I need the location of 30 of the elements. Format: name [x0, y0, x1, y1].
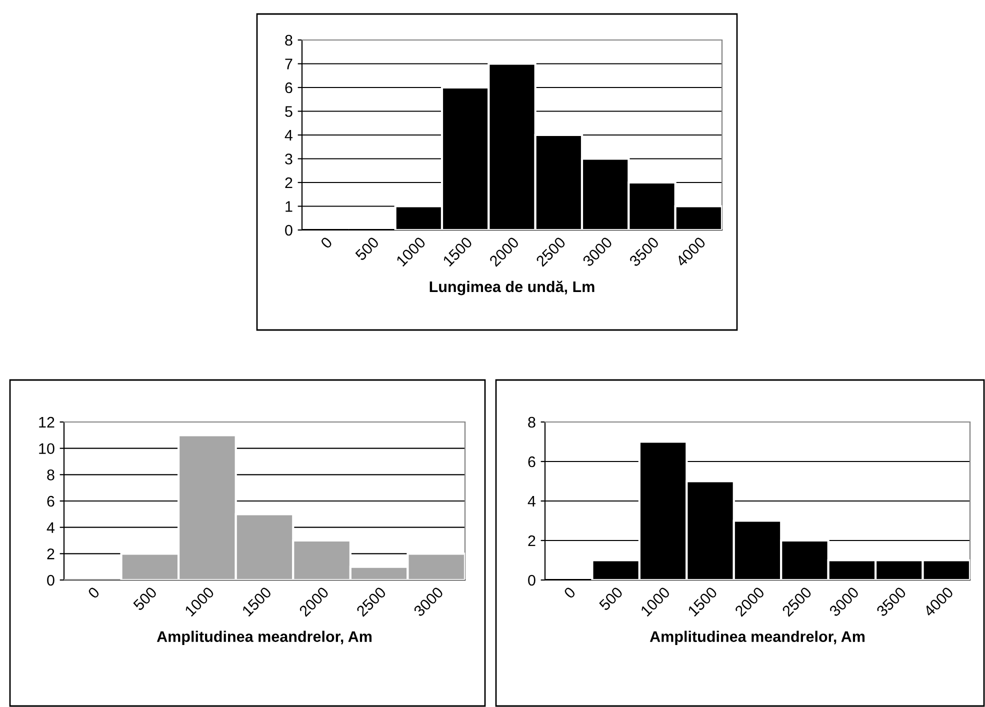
y-tick-label: 3: [285, 154, 292, 164]
y-tick-label: 4: [46, 522, 55, 533]
y-tick-label: 5: [285, 106, 292, 117]
x-tick-label: 0: [87, 586, 100, 600]
y-tick-label: 0: [47, 574, 54, 586]
y-tick-label: 8: [285, 34, 292, 46]
x-tick-label: 500: [132, 586, 158, 612]
y-tick-label: 2: [285, 177, 292, 188]
y-tick-label: 0: [528, 574, 536, 586]
x-tick-label: 500: [598, 586, 624, 612]
y-tick-label: 0: [285, 224, 292, 236]
y-tick-label: 2: [528, 535, 536, 546]
y-tick-label: 10: [39, 443, 54, 454]
x-axis-title: Lungimea de undă, Lm: [430, 280, 594, 296]
y-tick-label: 8: [47, 470, 54, 480]
x-tick-label: 0: [563, 586, 576, 600]
y-tick-label: 8: [528, 416, 536, 428]
y-tick-label: 7: [285, 58, 292, 70]
x-axis-title: Amplitudinea meandrelor, Am: [156, 630, 372, 646]
y-tick-label: 4: [284, 130, 293, 141]
y-tick-label: 12: [39, 416, 54, 428]
x-tick-label: 0: [320, 236, 333, 250]
y-tick-label: 6: [285, 82, 292, 94]
y-tick-label: 2: [47, 548, 54, 560]
y-tick-label: 6: [47, 496, 54, 507]
x-axis-title: Amplitudinea meandrelor, Am: [650, 630, 865, 646]
x-tick-label: 500: [354, 236, 380, 262]
y-tick-label: 4: [528, 496, 536, 507]
y-tick-label: 6: [528, 456, 536, 468]
y-tick-label: 1: [286, 201, 292, 212]
